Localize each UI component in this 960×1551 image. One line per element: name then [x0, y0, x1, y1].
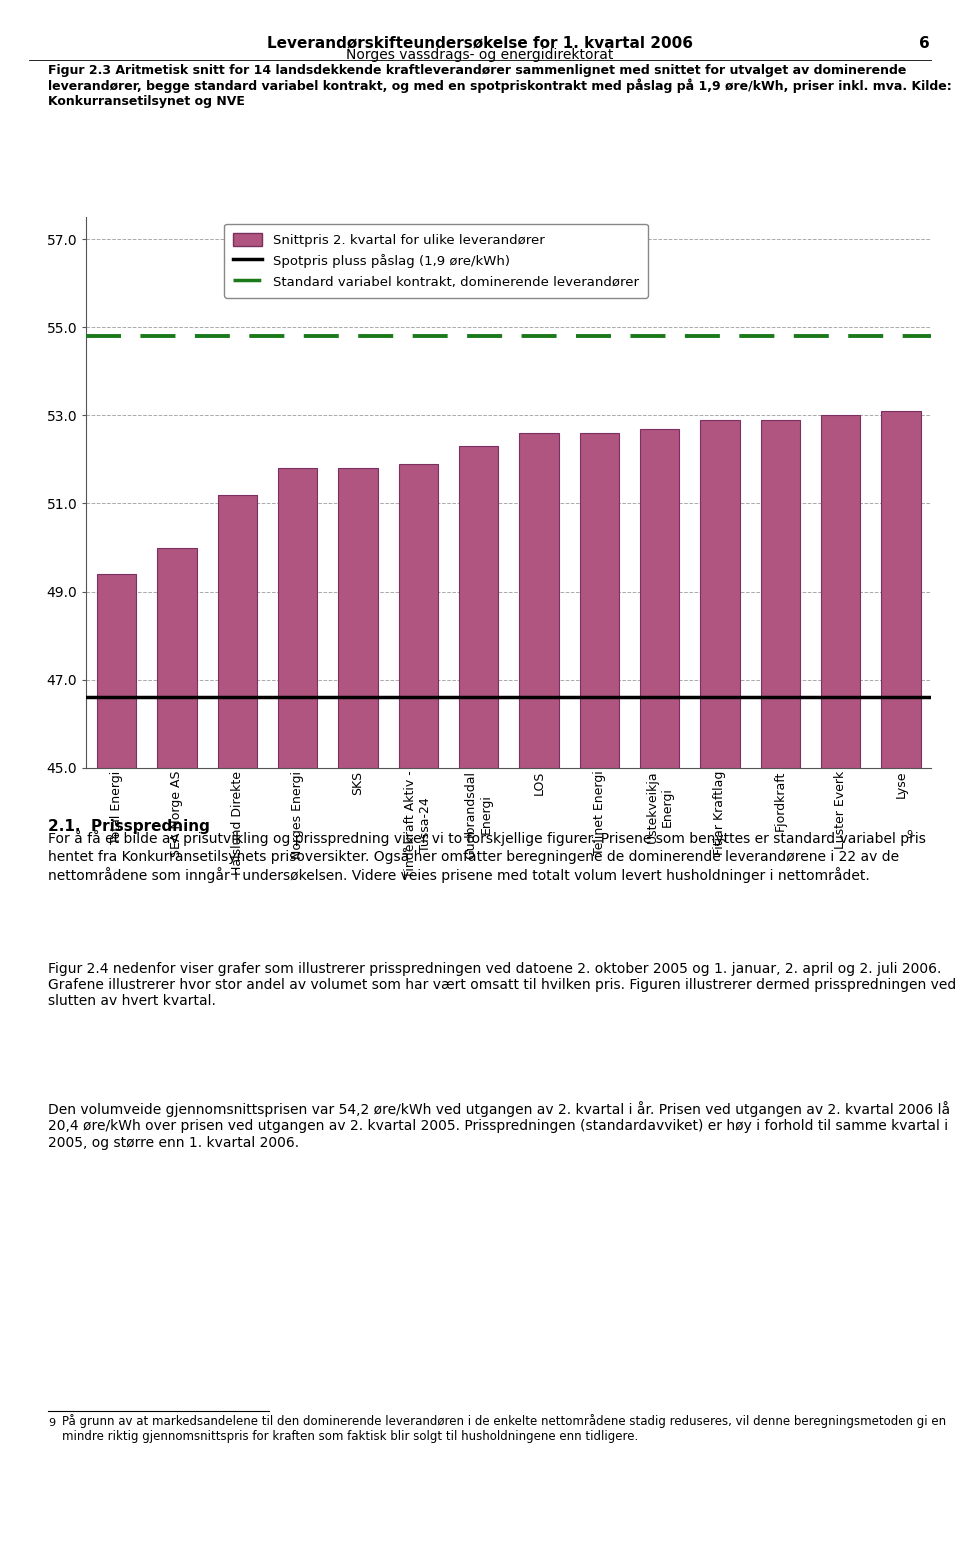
Text: 9: 9	[48, 1418, 55, 1427]
Bar	[760, 420, 800, 768]
Bar	[398, 464, 438, 768]
Bar	[640, 428, 680, 768]
Bar	[580, 433, 619, 768]
Text: 2.1.  Prisspredning: 2.1. Prisspredning	[48, 819, 210, 834]
Bar	[218, 495, 257, 768]
Bar	[881, 411, 921, 768]
Bar	[97, 574, 136, 768]
Legend: Snittpris 2. kvartal for ulike leverandører, Spotpris pluss påslag (1,9 øre/kWh): Snittpris 2. kvartal for ulike leverandø…	[224, 223, 648, 298]
Bar	[157, 548, 197, 768]
Text: For å få et bilde av prisutvikling og prisspredning viser vi to forskjellige fig: For å få et bilde av prisutvikling og pr…	[48, 830, 925, 883]
Text: 6: 6	[919, 36, 929, 51]
Bar	[821, 416, 860, 768]
Text: Den volumveide gjennomsnittsprisen var 54,2 øre/kWh ved utgangen av 2. kvartal i: Den volumveide gjennomsnittsprisen var 5…	[48, 1101, 950, 1149]
Text: Leverandørskifteundersøkelse for 1. kvartal 2006: Leverandørskifteundersøkelse for 1. kvar…	[267, 36, 693, 51]
Text: Figur 2.4 nedenfor viser grafer som illustrerer prisspredningen ved datoene 2. o: Figur 2.4 nedenfor viser grafer som illu…	[48, 962, 956, 1008]
Text: 9: 9	[906, 830, 912, 839]
Bar	[278, 468, 317, 768]
Text: På grunn av at markedsandelene til den dominerende leverandøren i de enkelte net: På grunn av at markedsandelene til den d…	[62, 1415, 947, 1444]
Bar	[701, 420, 739, 768]
Bar	[519, 433, 559, 768]
Text: Figur 2.3 Aritmetisk snitt for 14 landsdekkende kraftleverandører sammenlignet m: Figur 2.3 Aritmetisk snitt for 14 landsd…	[48, 64, 951, 109]
Bar	[459, 447, 498, 768]
Text: Norges vassdrags- og energidirektorat: Norges vassdrags- og energidirektorat	[347, 48, 613, 62]
Bar	[338, 468, 377, 768]
